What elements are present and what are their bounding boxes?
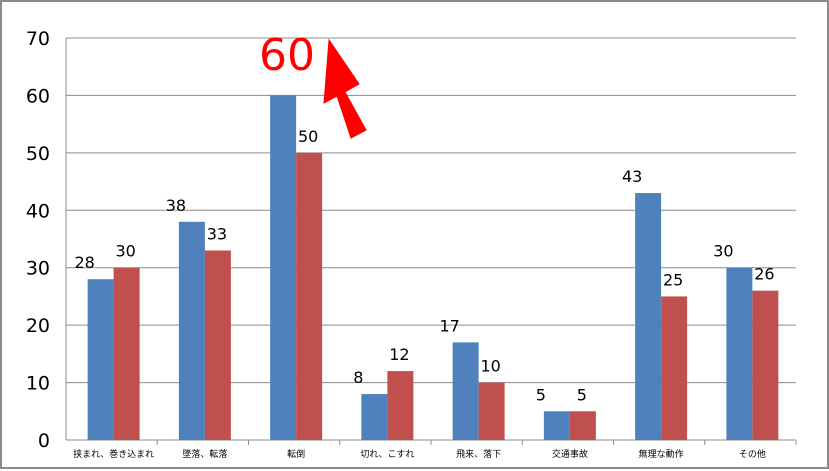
bar-series-2 (387, 371, 414, 440)
x-tick-label: 墜落、転落 (182, 448, 227, 460)
y-tick-label: 70 (26, 28, 50, 50)
data-label-series-1: 30 (713, 242, 733, 261)
axes: 0 10 20 30 40 50 60 70 挟まれ、巻き込まれ 墜落、転落 転倒 切れ、こすれ 飛来、… (26, 28, 797, 460)
data-label-series-1: 38 (166, 196, 186, 215)
x-tick-label: 挟まれ、巻き込まれ (73, 448, 154, 460)
bars (87, 95, 779, 440)
data-label-series-1: 17 (439, 316, 459, 335)
data-label-series-2: 33 (207, 224, 227, 243)
data-label-series-2: 30 (115, 242, 135, 261)
bar-series-2 (478, 382, 505, 440)
data-label-series-2: 12 (389, 345, 409, 364)
data-label-series-2: 50 (298, 127, 318, 146)
data-label-series-2: 26 (754, 265, 774, 284)
bar-series-1 (635, 193, 662, 440)
data-label-series-1: 5 (536, 385, 546, 404)
bar-series-1 (87, 279, 114, 440)
y-tick-label: 0 (38, 430, 50, 452)
data-label-series-1: 43 (622, 167, 642, 186)
bar-series-2 (296, 152, 323, 440)
bar-series-1 (726, 267, 753, 440)
data-label-series-2: 10 (480, 357, 500, 376)
bar-series-2 (204, 250, 231, 440)
y-tick-label: 60 (26, 85, 50, 107)
bar-series-2 (661, 296, 688, 440)
bar-series-1 (543, 411, 570, 440)
bar-series-1 (361, 394, 388, 440)
x-tick-label: 交通事故 (552, 448, 588, 460)
y-tick-label: 50 (26, 143, 50, 165)
y-tick-label: 30 (26, 258, 50, 280)
x-tick-label: 切れ、こすれ (360, 449, 414, 460)
y-tick-label: 10 (26, 373, 50, 395)
data-label-series-2: 25 (663, 270, 683, 289)
data-label-series-2: 5 (577, 385, 587, 404)
x-tick-label: その他 (739, 448, 766, 460)
data-label-series-1: 8 (353, 368, 363, 387)
x-tick-label: 飛来、落下 (456, 448, 501, 460)
bar-series-1 (178, 221, 205, 440)
red-arrow-icon (323, 38, 367, 139)
bar-series-2 (569, 411, 596, 440)
bar-series-1 (270, 95, 297, 440)
x-tick-label: 無理な動作 (639, 448, 684, 460)
bar-series-1 (452, 342, 479, 440)
bar-series-2 (752, 290, 779, 440)
y-tick-label: 40 (26, 200, 50, 222)
data-labels: 28 30 38 33 50 8 12 17 10 5 5 43 25 30 26 (74, 127, 774, 404)
bar-series-2 (113, 267, 140, 440)
callout-value: 60 (259, 30, 315, 81)
callout: 60 (259, 30, 367, 139)
data-label-series-1: 28 (74, 253, 94, 272)
y-tick-label: 20 (26, 315, 50, 337)
x-tick-label: 転倒 (287, 448, 305, 460)
